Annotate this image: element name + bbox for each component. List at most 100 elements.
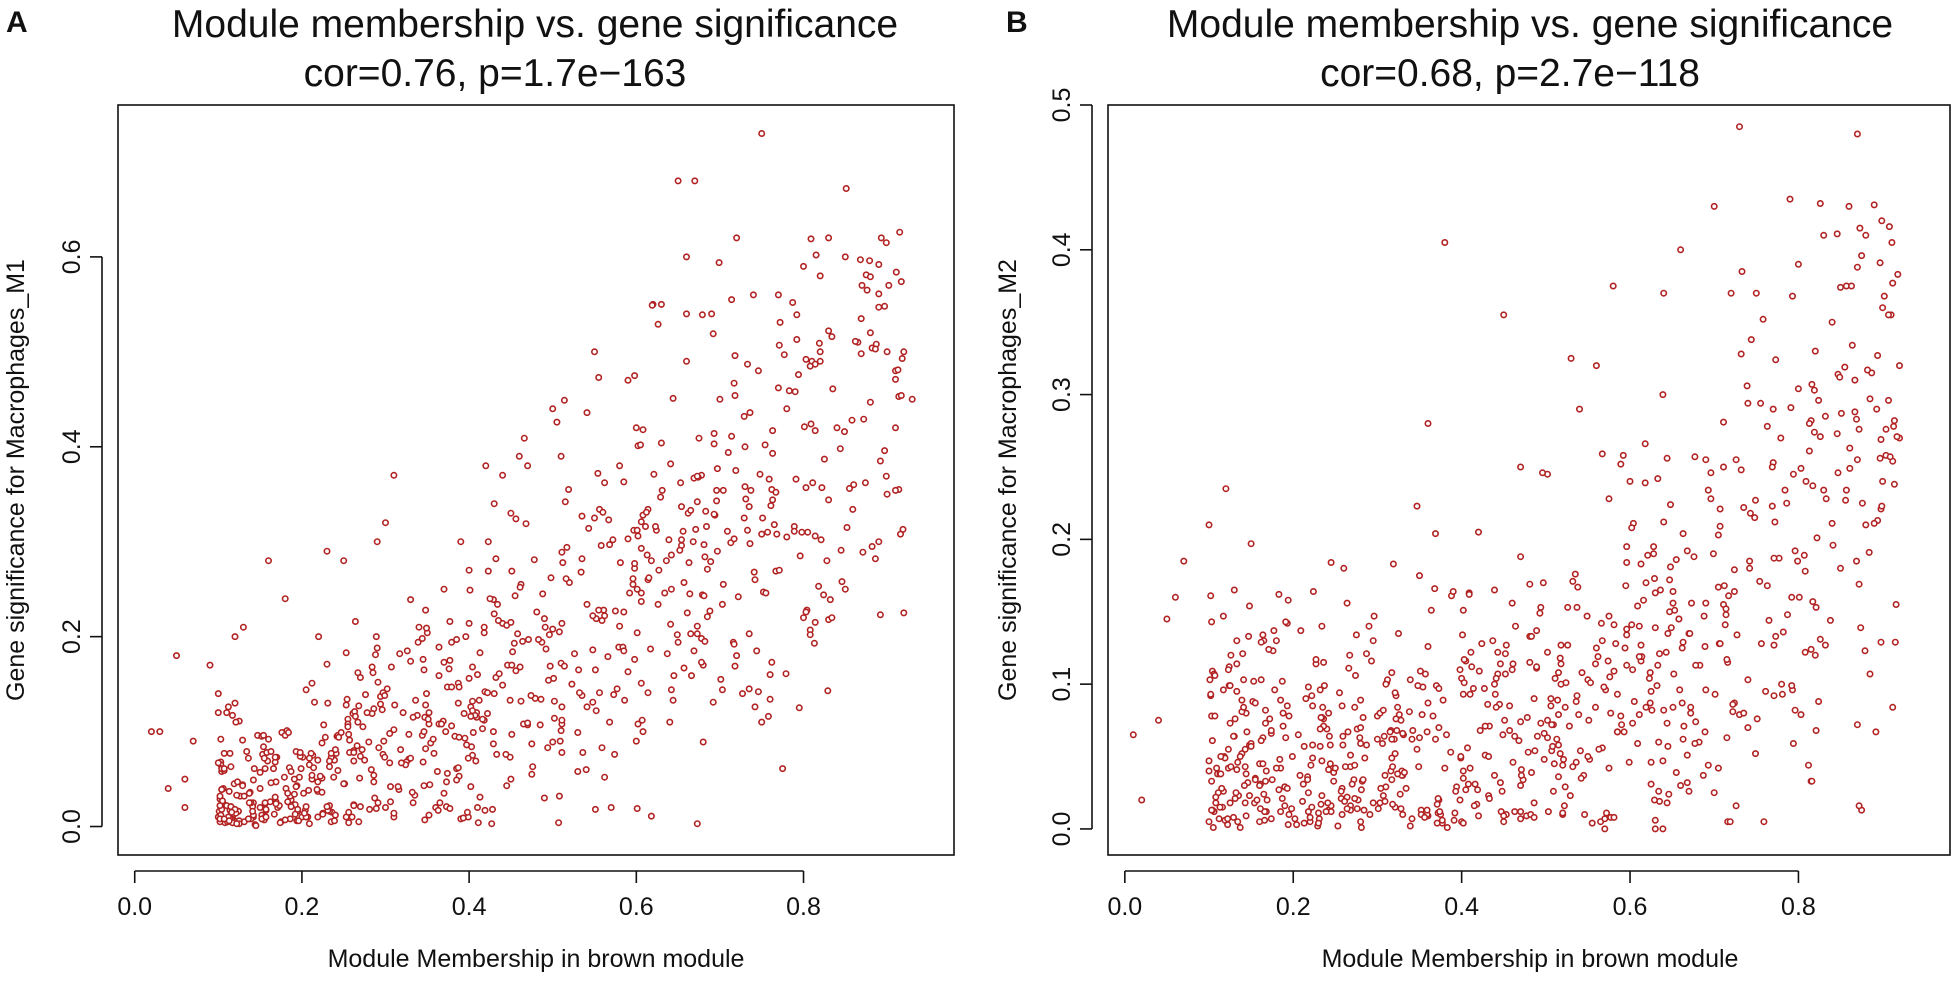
data-point	[1821, 641, 1829, 649]
data-point	[1304, 776, 1312, 784]
data-point	[1665, 790, 1673, 798]
data-point	[396, 650, 404, 658]
data-point	[1523, 713, 1531, 721]
data-point	[1308, 803, 1316, 811]
data-point	[1842, 486, 1850, 494]
data-point	[503, 782, 511, 790]
data-point	[394, 783, 402, 791]
data-point	[1601, 825, 1609, 833]
data-point	[1617, 460, 1625, 468]
data-point	[231, 633, 239, 641]
data-point	[613, 685, 621, 693]
data-point	[1805, 761, 1813, 769]
data-point	[706, 607, 714, 615]
data-point	[1772, 356, 1780, 364]
data-point	[731, 662, 739, 670]
data-point	[1885, 396, 1893, 404]
data-point	[469, 728, 477, 736]
data-point	[1262, 767, 1270, 775]
data-point	[1606, 673, 1614, 681]
data-point	[1317, 713, 1325, 721]
data-point	[1613, 728, 1621, 736]
data-point	[403, 647, 411, 655]
data-point	[1626, 477, 1634, 485]
data-point	[1517, 553, 1525, 561]
data-point	[1855, 580, 1863, 588]
data-point	[542, 645, 550, 653]
data-point	[481, 806, 489, 814]
data-point	[1441, 764, 1449, 772]
data-point	[1808, 777, 1816, 785]
data-point	[1309, 702, 1317, 710]
data-point	[793, 311, 801, 319]
data-point	[318, 788, 326, 796]
data-point	[1561, 703, 1569, 711]
data-point	[859, 548, 867, 556]
data-point	[327, 749, 335, 757]
data-point	[690, 647, 698, 655]
data-point	[252, 822, 260, 830]
data-point	[1807, 645, 1815, 653]
data-point	[1544, 808, 1552, 816]
data-point	[1756, 577, 1764, 585]
data-point	[1340, 564, 1348, 572]
data-point	[1459, 774, 1467, 782]
data-point	[558, 716, 566, 724]
data-point	[574, 767, 582, 775]
data-point	[1277, 696, 1285, 704]
data-point	[1877, 638, 1885, 646]
data-point	[558, 703, 566, 711]
data-point	[462, 633, 470, 641]
data-point	[765, 475, 773, 483]
data-point	[1663, 454, 1671, 462]
data-point	[1540, 729, 1548, 737]
data-point	[1485, 752, 1493, 760]
data-point	[499, 681, 507, 689]
data-point	[795, 704, 803, 712]
data-point	[897, 278, 905, 286]
data-point	[1655, 738, 1663, 746]
data-point	[555, 628, 563, 636]
data-point	[1660, 518, 1668, 526]
data-point	[290, 775, 298, 783]
data-point	[407, 596, 415, 604]
data-point	[604, 653, 612, 661]
data-point	[381, 803, 389, 811]
data-point	[891, 486, 899, 494]
data-point	[1623, 625, 1631, 633]
data-point	[633, 585, 641, 593]
data-point	[284, 728, 292, 736]
data-point	[1480, 684, 1488, 692]
data-point	[476, 793, 484, 801]
data-point	[355, 702, 363, 710]
data-point	[1647, 780, 1655, 788]
data-point	[1268, 776, 1276, 784]
data-point	[1623, 661, 1631, 669]
data-point	[346, 736, 354, 744]
data-point	[1272, 637, 1280, 645]
y-tick-label: 0.0	[1048, 812, 1076, 847]
data-point	[422, 606, 430, 614]
data-point	[1564, 641, 1572, 649]
data-point	[767, 502, 775, 510]
data-point	[793, 335, 801, 343]
data-point	[1379, 739, 1387, 747]
data-point	[1250, 677, 1258, 685]
data-point	[1278, 794, 1286, 802]
data-point	[837, 546, 845, 554]
data-point	[1262, 719, 1270, 727]
data-point	[769, 427, 777, 435]
data-point	[1459, 819, 1467, 827]
data-point	[1664, 742, 1672, 750]
data-point	[1451, 809, 1459, 817]
data-point	[214, 759, 222, 767]
data-point	[409, 713, 417, 721]
data-point	[1447, 748, 1455, 756]
data-point	[344, 723, 352, 731]
data-point	[435, 672, 443, 680]
data-point	[356, 803, 364, 811]
data-point	[606, 718, 614, 726]
data-point	[583, 409, 591, 417]
data-point	[1500, 818, 1508, 826]
